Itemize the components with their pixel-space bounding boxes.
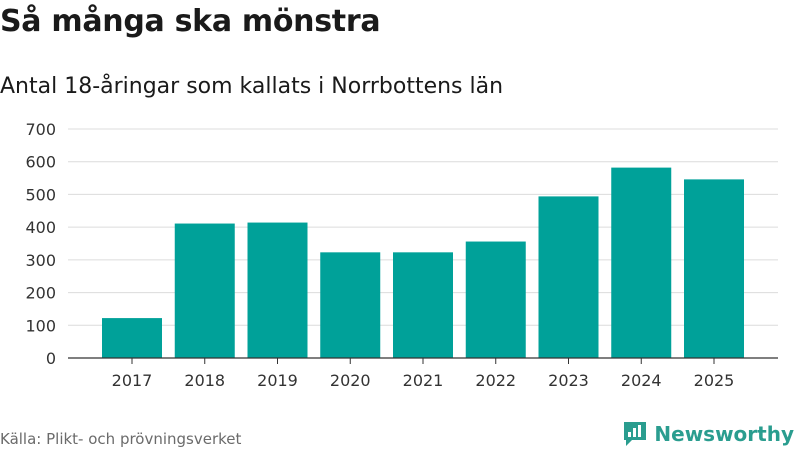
brand-name: Newsworthy: [654, 422, 794, 446]
y-tick-label: 700: [25, 120, 56, 139]
y-tick-label: 400: [25, 218, 56, 237]
x-tick-label: 2018: [184, 371, 225, 390]
x-tick-label: 2020: [330, 371, 371, 390]
y-tick-label: 600: [25, 153, 56, 172]
bar-2020: [320, 252, 381, 358]
bar-2023: [538, 196, 599, 358]
bar-2024: [611, 167, 672, 358]
bar-2017: [102, 318, 162, 358]
x-tick-label: 2024: [621, 371, 662, 390]
bar-2021: [393, 252, 453, 358]
bar-2019: [247, 222, 308, 358]
y-tick-label: 200: [25, 284, 56, 303]
bars: [102, 167, 744, 358]
bar-2018: [174, 223, 235, 358]
x-tick-label: 2021: [403, 371, 444, 390]
x-tick-label: 2019: [257, 371, 298, 390]
chart-subtitle: Antal 18-åringar som kallats i Norrbotte…: [0, 74, 504, 99]
bar-2022: [465, 241, 526, 358]
x-tick-label: 2022: [475, 371, 516, 390]
chart-title: Så många ska mönstra: [0, 4, 381, 39]
y-tick-label: 0: [46, 349, 56, 368]
x-tick-label: 2025: [694, 371, 735, 390]
y-tick-label: 100: [25, 316, 56, 335]
y-tick-label: 300: [25, 251, 56, 270]
axes: 0 100 200 300 400 500 600 700 2017 2018 2019 2020 20…: [25, 120, 778, 390]
x-tick-label: 2017: [112, 371, 153, 390]
bar-chart: 0 100 200 300 400 500 600 700 2017 2018 2019 2020 20…: [25, 120, 778, 390]
x-tick-label: 2023: [548, 371, 589, 390]
source-note: Källa: Plikt- och prövningsverket: [0, 430, 242, 448]
brand-logo: Newsworthy: [622, 420, 794, 448]
y-tick-label: 500: [25, 185, 56, 204]
newsworthy-logo-icon: [624, 422, 647, 446]
bar-2025: [684, 179, 744, 358]
